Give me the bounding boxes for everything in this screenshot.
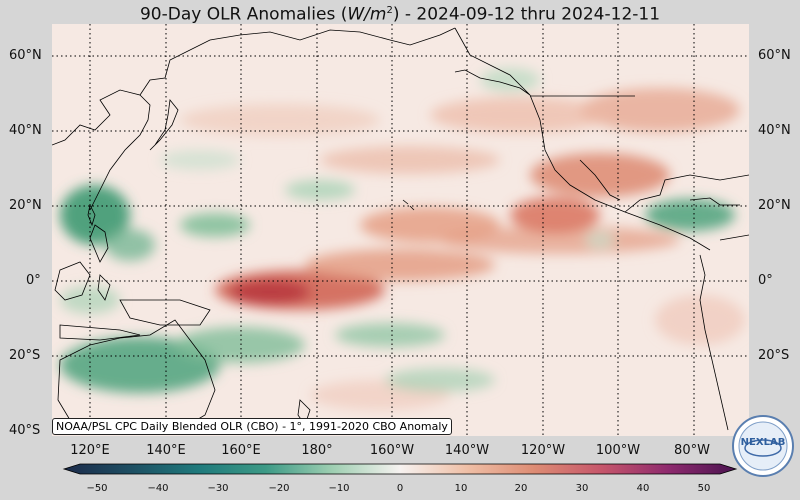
coastlines <box>52 27 749 431</box>
title-unit-exponent: 2 <box>386 5 393 16</box>
colorbar-tick: 10 <box>454 483 468 494</box>
graticule <box>52 24 749 436</box>
lat-label-right: 60°N <box>758 48 791 63</box>
lat-label-right: 20°S <box>758 348 790 363</box>
lat-label-right: 40°N <box>758 123 791 138</box>
colorbar-tick: 30 <box>575 483 589 494</box>
svg-text:NEXLAB: NEXLAB <box>741 437 786 448</box>
title-unit: W/m <box>347 4 387 25</box>
colorbar-tick: 50 <box>697 483 711 494</box>
lat-label-left: 60°N <box>9 48 42 63</box>
lat-label-left: 0° <box>26 273 41 288</box>
data-source-credit: NOAA/PSL CPC Daily Blended OLR (CBO) - 1… <box>52 418 452 435</box>
title-text: 90-Day OLR Anomalies ( <box>139 4 348 25</box>
lon-label: 160°E <box>221 443 261 458</box>
lon-label: 120°E <box>70 443 110 458</box>
anomaly-field <box>60 68 745 410</box>
lon-label: 180° <box>301 443 333 458</box>
nexlab-logo: NEXLAB <box>732 415 794 477</box>
colorbar-tick: −40 <box>147 483 169 494</box>
map-title: 90-Day OLR Anomalies (W/m2) - 2024-09-12… <box>0 0 800 26</box>
lat-label-left: 40°S <box>9 423 41 438</box>
lon-label: 100°W <box>595 443 641 458</box>
colorbar-tick: −20 <box>268 483 290 494</box>
lon-label: 140°W <box>444 443 490 458</box>
lon-label: 120°W <box>520 443 566 458</box>
colorbar-tick: 0 <box>396 483 404 494</box>
lat-label-left: 20°S <box>9 348 41 363</box>
lat-label-left: 40°N <box>9 123 42 138</box>
colorbar-tick: −30 <box>207 483 229 494</box>
colorbar-tick: 20 <box>514 483 528 494</box>
lat-label-left: 20°N <box>9 198 42 213</box>
lon-label: 80°W <box>674 443 710 458</box>
lat-label-right: 20°N <box>758 198 791 213</box>
title-dates: ) - 2024-09-12 thru 2024-12-11 <box>392 4 661 25</box>
colorbar-tick: −10 <box>328 483 350 494</box>
lat-label-right: 0° <box>758 273 773 288</box>
colorbar-tick: −50 <box>86 483 108 494</box>
colorbar <box>62 463 738 475</box>
lon-label: 160°W <box>369 443 415 458</box>
colorbar-tick: 40 <box>636 483 650 494</box>
lon-label: 140°E <box>146 443 186 458</box>
